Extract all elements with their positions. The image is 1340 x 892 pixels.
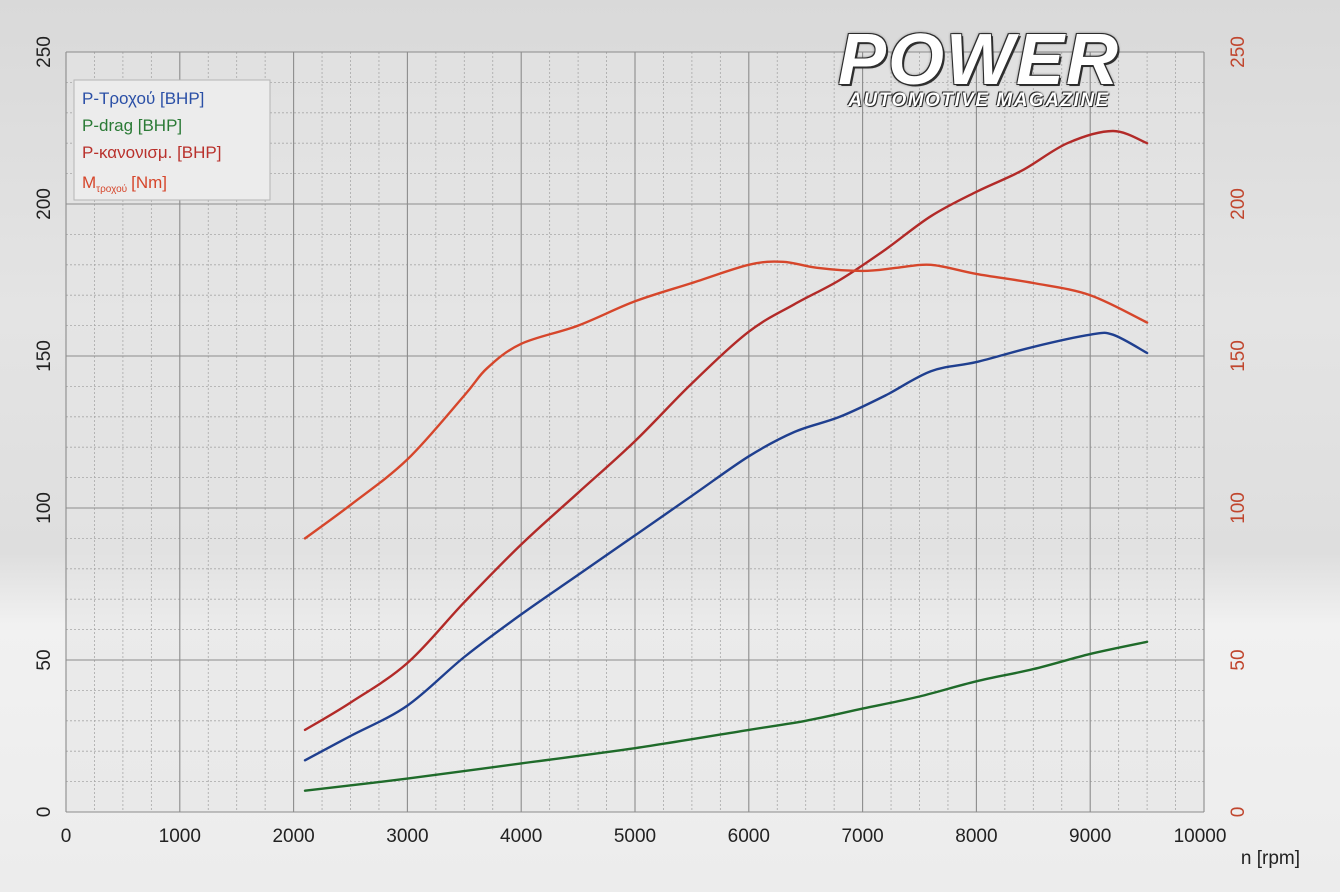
- x-tick-label: 5000: [614, 826, 656, 847]
- y-tick-label-left: 50: [34, 649, 55, 670]
- legend: P-Τροχού [BHP] P-drag [BHP] P-κανονισμ. …: [73, 79, 271, 201]
- logo-subtitle: AUTOMOTIVE MAGAZINE: [848, 90, 1110, 111]
- x-axis-label: n [rpm]: [1241, 848, 1300, 869]
- y-tick-label-right: 200: [1228, 188, 1249, 220]
- y-tick-labels-left: 0 50 100 150 200 250: [34, 36, 55, 817]
- y-tick-labels-right: 0 50 100 150 200 250: [1228, 36, 1249, 817]
- series-lines: [303, 129, 1149, 792]
- x-tick-label: 0: [61, 826, 72, 847]
- legend-torque-symbol: M: [82, 173, 96, 192]
- x-tick-label: 2000: [272, 826, 314, 847]
- legend-torque-subscript: τροχού: [96, 183, 127, 195]
- series-line-p-drag: [303, 640, 1149, 792]
- x-tick-labels: 0 1000 2000 3000 4000 5000 6000 7000 8000 9000 100…: [61, 826, 1227, 847]
- y-tick-label-left: 250: [34, 36, 55, 68]
- logo-title: POWER: [837, 20, 1120, 100]
- series-line-torque: [303, 260, 1149, 540]
- series-line-p-wheel: [303, 331, 1149, 762]
- x-tick-label: 10000: [1174, 826, 1227, 847]
- y-tick-label-right: 100: [1228, 492, 1249, 524]
- x-tick-label: 6000: [728, 826, 770, 847]
- x-tick-label: 4000: [500, 826, 542, 847]
- y-tick-label-right: 50: [1228, 649, 1249, 670]
- x-tick-label: 7000: [841, 826, 883, 847]
- x-tick-label: 9000: [1069, 826, 1111, 847]
- y-tick-label-left: 0: [34, 807, 55, 818]
- x-tick-label: 8000: [955, 826, 997, 847]
- y-tick-label-left: 200: [34, 188, 55, 220]
- y-tick-label-right: 150: [1228, 340, 1249, 372]
- legend-entry-p-wheel: P-Τροχού [BHP]: [82, 89, 204, 108]
- grid-major: [65, 51, 1205, 813]
- legend-entry-torque: Mτροχού [Nm]: [82, 173, 167, 195]
- legend-entry-p-drag: P-drag [BHP]: [82, 116, 182, 135]
- legend-entry-p-corrected: P-κανονισμ. [BHP]: [82, 143, 222, 162]
- power-magazine-logo: POWER AUTOMOTIVE MAGAZINE: [782, 24, 1176, 116]
- series-line-p-corrected: [303, 129, 1149, 732]
- x-tick-label: 3000: [386, 826, 428, 847]
- legend-box: [73, 79, 271, 201]
- y-tick-label-right: 0: [1228, 807, 1249, 818]
- legend-torque-unit: [Nm]: [131, 173, 167, 192]
- y-tick-label-left: 100: [34, 492, 55, 524]
- x-tick-label: 1000: [159, 826, 201, 847]
- y-tick-label-right: 250: [1228, 36, 1249, 68]
- y-tick-label-left: 150: [34, 340, 55, 372]
